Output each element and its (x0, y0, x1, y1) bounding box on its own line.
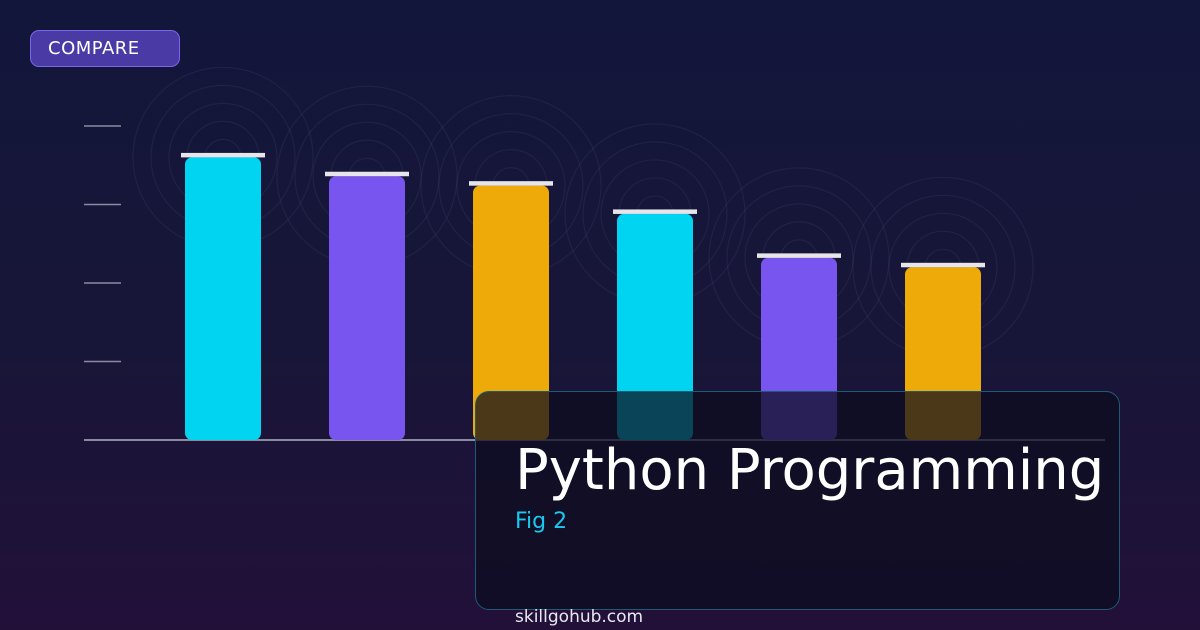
bar-cap (613, 209, 697, 214)
bar-cap (469, 181, 553, 186)
bar (185, 157, 261, 440)
bar-cap (181, 152, 265, 158)
compare-badge-label: COMPARE (48, 38, 140, 59)
y-axis-ticks (84, 125, 121, 363)
info-card (475, 391, 1120, 610)
bar (329, 176, 405, 441)
bar (617, 213, 693, 440)
compare-badge: COMPARE (30, 30, 180, 67)
bar (473, 185, 549, 440)
footer-domain: skillgohub.com (515, 607, 644, 627)
bar-cap (901, 262, 985, 268)
background-rings (132, 66, 1034, 358)
bar-cap (757, 253, 841, 258)
card-title: Python Programming (515, 438, 1105, 503)
card-subtitle: Fig 2 (515, 509, 568, 534)
bar-cap (325, 171, 409, 177)
